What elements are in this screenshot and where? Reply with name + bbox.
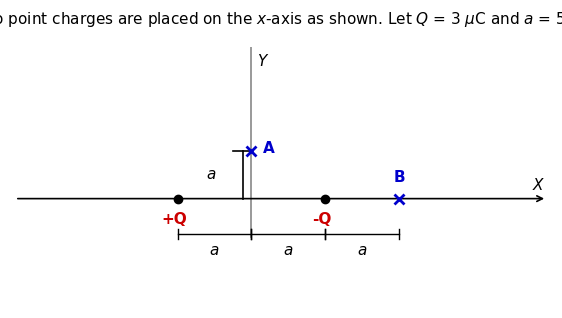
Text: -Q: -Q — [312, 212, 332, 227]
Text: a: a — [357, 243, 367, 258]
Text: B: B — [393, 170, 405, 185]
Text: +Q: +Q — [161, 212, 187, 227]
Text: X: X — [533, 178, 543, 193]
Text: A: A — [262, 141, 274, 156]
Text: a: a — [210, 243, 219, 258]
Text: a: a — [206, 167, 215, 183]
Text: a: a — [284, 243, 293, 258]
Text: Y: Y — [257, 54, 267, 69]
Text: Two point charges are placed on the $x$-axis as shown. Let $Q$ = 3 $\mu$C and $a: Two point charges are placed on the $x$-… — [0, 10, 562, 29]
